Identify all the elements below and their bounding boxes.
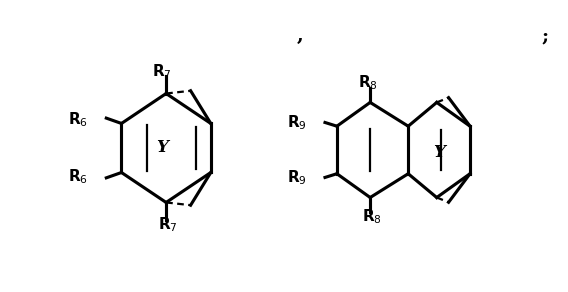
Text: R$_6$: R$_6$ bbox=[69, 110, 89, 129]
Text: ;: ; bbox=[542, 27, 549, 45]
Text: Y: Y bbox=[156, 140, 168, 157]
Text: Y: Y bbox=[433, 144, 445, 161]
Text: ,: , bbox=[296, 27, 303, 45]
Text: R$_8$: R$_8$ bbox=[358, 74, 378, 92]
Text: R$_9$: R$_9$ bbox=[287, 168, 307, 187]
Text: R$_9$: R$_9$ bbox=[287, 113, 307, 132]
Text: R$_7$: R$_7$ bbox=[152, 62, 172, 81]
Text: R$_7$: R$_7$ bbox=[158, 215, 178, 234]
Text: R$_6$: R$_6$ bbox=[69, 167, 89, 186]
Text: R$_8$: R$_8$ bbox=[362, 208, 382, 226]
